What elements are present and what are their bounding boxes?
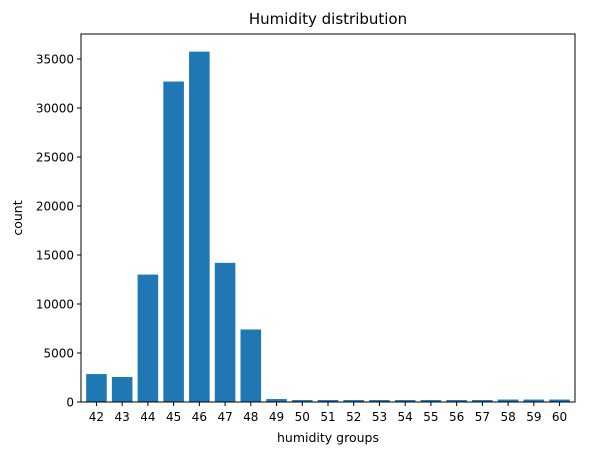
bar-46	[189, 51, 210, 402]
x-tick-label: 51	[320, 410, 335, 424]
x-tick-label: 57	[475, 410, 490, 424]
bar-56	[446, 400, 467, 402]
y-axis-ticks: 0 5000 10000 15000 20000 25000 30000 35000	[36, 52, 81, 410]
y-tick-label: 10000	[36, 297, 74, 311]
y-tick-label: 25000	[36, 150, 74, 164]
x-axis-ticks: 42 43 44 45 46 47 48 49 50 51 52 53 54 55 56 57 58 59 60	[89, 402, 567, 424]
x-tick-label: 44	[140, 410, 155, 424]
x-tick-label: 46	[192, 410, 207, 424]
bar-50	[291, 400, 313, 402]
x-tick-label: 43	[115, 410, 130, 424]
x-tick-label: 50	[295, 410, 310, 424]
x-axis-label: humidity groups	[277, 430, 379, 445]
bar-60	[549, 399, 570, 402]
x-tick-label: 45	[166, 410, 181, 424]
x-tick-label: 49	[269, 410, 284, 424]
bar-44	[137, 274, 159, 402]
x-tick-label: 56	[449, 410, 464, 424]
x-tick-label: 55	[423, 410, 438, 424]
x-tick-label: 58	[500, 410, 515, 424]
y-tick-label: 15000	[36, 248, 74, 262]
x-tick-label: 54	[398, 410, 413, 424]
y-tick-label: 35000	[36, 52, 74, 66]
x-tick-label: 60	[552, 410, 567, 424]
bar-52	[343, 400, 365, 402]
y-axis-label: count	[10, 200, 25, 235]
bars-group	[86, 51, 570, 402]
bar-48	[240, 329, 262, 402]
y-tick-label: 5000	[43, 346, 74, 360]
chart-title: Humidity distribution	[249, 10, 407, 28]
x-tick-label: 52	[346, 410, 361, 424]
x-tick-label: 42	[89, 410, 104, 424]
y-tick-label: 0	[66, 396, 74, 410]
bar-55	[420, 400, 442, 402]
bar-42	[86, 374, 107, 402]
bar-57	[472, 400, 493, 402]
y-tick-label: 20000	[36, 199, 74, 213]
bar-58	[497, 399, 519, 402]
bar-47	[214, 262, 236, 402]
bar-49	[266, 399, 287, 402]
x-tick-label: 48	[243, 410, 258, 424]
bar-43	[111, 377, 133, 402]
bar-51	[317, 400, 339, 402]
x-tick-label: 59	[526, 410, 541, 424]
bar-53	[369, 400, 390, 402]
bar-54	[394, 400, 416, 402]
x-tick-label: 47	[217, 410, 232, 424]
x-tick-label: 53	[372, 410, 387, 424]
y-tick-label: 30000	[36, 101, 74, 115]
bar-45	[163, 81, 184, 402]
bar-59	[523, 399, 545, 402]
plot-frame	[80, 33, 576, 403]
